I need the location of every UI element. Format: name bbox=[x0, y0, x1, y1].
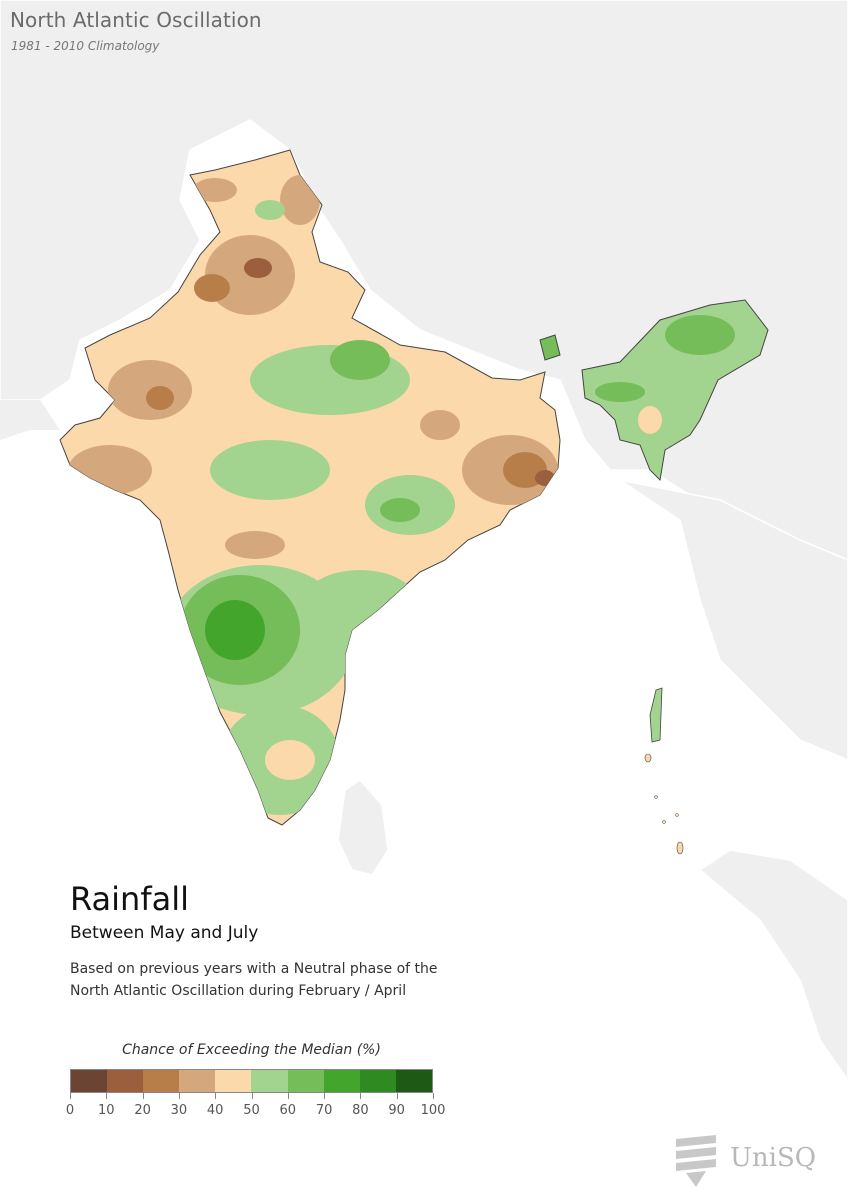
legend-tick-label: 30 bbox=[170, 1103, 188, 1118]
legend-tick-label: 60 bbox=[279, 1103, 297, 1118]
legend-tick bbox=[106, 1093, 108, 1099]
legend-swatch bbox=[215, 1070, 252, 1092]
legend-tick-label: 50 bbox=[243, 1103, 260, 1118]
unisq-logo-text: UniSQ bbox=[730, 1143, 817, 1173]
legend-tick bbox=[251, 1093, 253, 1099]
legend-tick bbox=[215, 1093, 217, 1099]
legend-swatch bbox=[71, 1070, 108, 1092]
variable-period: Between May and July bbox=[70, 923, 259, 943]
andaman-nicobar-islands bbox=[644, 687, 684, 855]
northeast-india bbox=[539, 299, 769, 482]
legend-tick bbox=[70, 1093, 71, 1099]
legend-tick bbox=[433, 1093, 434, 1099]
description-line-1: Based on previous years with a Neutral p… bbox=[70, 961, 438, 977]
legend-tick-label: 20 bbox=[134, 1103, 151, 1118]
legend-tick bbox=[396, 1093, 398, 1099]
unisq-logo-icon bbox=[676, 1135, 716, 1187]
legend-tick bbox=[178, 1093, 180, 1099]
legend-tick bbox=[324, 1093, 326, 1099]
legend-tick-label: 80 bbox=[352, 1103, 369, 1118]
legend-color-bar bbox=[70, 1069, 433, 1093]
legend-tick bbox=[287, 1093, 289, 1099]
legend-ticks: 0 10 20 30 40 50 60 70 80 90 100 bbox=[66, 1093, 445, 1123]
legend-swatch bbox=[359, 1070, 396, 1092]
header-title: North Atlantic Oscillation bbox=[10, 8, 262, 32]
legend-tick bbox=[142, 1093, 144, 1099]
variable-title: Rainfall bbox=[70, 880, 189, 918]
legend-swatch bbox=[323, 1070, 360, 1092]
legend-swatch bbox=[143, 1070, 180, 1092]
legend-tick bbox=[360, 1093, 362, 1099]
legend-swatch bbox=[179, 1070, 216, 1092]
legend-tick-label: 90 bbox=[388, 1103, 405, 1118]
legend-swatch bbox=[251, 1070, 288, 1092]
rainfall-probability-field bbox=[68, 175, 558, 815]
legend-tick-label: 0 bbox=[65, 1103, 75, 1118]
legend-swatch bbox=[287, 1070, 324, 1092]
legend-swatch bbox=[395, 1070, 432, 1092]
legend-swatch bbox=[107, 1070, 144, 1092]
description-line-2: North Atlantic Oscillation during Februa… bbox=[70, 983, 407, 999]
unisq-logo: UniSQ bbox=[672, 1133, 822, 1188]
legend-tick-label: 70 bbox=[315, 1103, 333, 1118]
variable-description: Based on previous years with a Neutral p… bbox=[70, 958, 490, 1002]
legend-title: Chance of Exceeding the Median (%) bbox=[122, 1042, 381, 1058]
legend-tick-label: 100 bbox=[420, 1103, 446, 1118]
legend-tick-label: 40 bbox=[206, 1103, 224, 1118]
header-subtitle: 1981 - 2010 Climatology bbox=[11, 39, 160, 53]
legend-tick-label: 10 bbox=[98, 1103, 115, 1118]
